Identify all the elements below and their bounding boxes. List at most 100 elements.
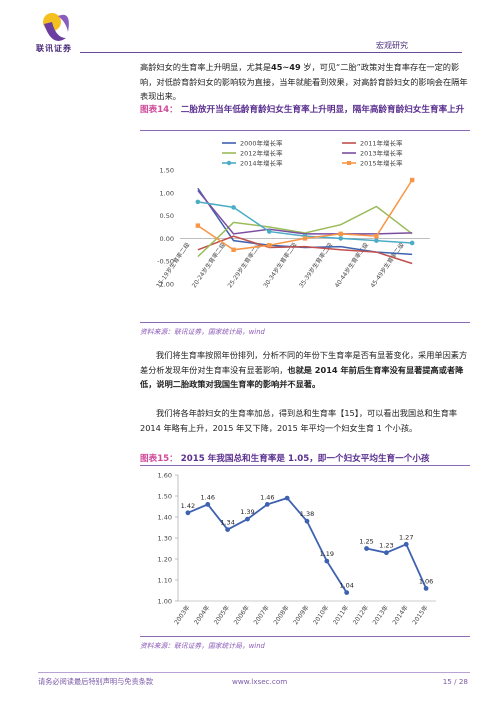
intro-paragraph: 高龄妇女的生育率上升明显，尤其是45~49 岁，可见“二胎”政策对生育率存在一定… — [140, 60, 470, 104]
data-point — [266, 229, 272, 234]
y-tick-label: 1.20 — [158, 556, 172, 564]
figure14-title: 图表14： 二胎放开当年低龄育龄妇女生育率上升明显，隔年高龄育龄妇女生育率上升 — [140, 104, 470, 117]
chart14-age-growth-lines: 2000年增长率 2011年增长率 2012年增长率 2013年增长率 2014年增长率… — [154, 139, 430, 289]
intro-paragraph-run: 45~49 — [271, 62, 301, 72]
data-point — [245, 516, 250, 522]
x-tick-label: 2012年 — [351, 604, 370, 627]
data-point — [225, 527, 231, 532]
data-point — [409, 177, 415, 183]
legend-marker — [226, 160, 232, 166]
data-label: 1.25 — [359, 538, 373, 546]
data-point — [185, 510, 191, 516]
legend-label: 2014年增长率 — [240, 159, 283, 168]
y-tick-label: -0.50 — [157, 258, 174, 266]
figure14-label: 图表14： — [140, 105, 178, 115]
x-tick-label: 45-49岁生育率二级 — [369, 241, 406, 289]
data-point — [267, 243, 272, 248]
data-point — [423, 586, 429, 591]
footer-url[interactable]: www.lxsec.com — [232, 677, 288, 686]
x-tick-label: 2004年 — [192, 604, 211, 627]
x-tick-label: 2007年 — [252, 604, 271, 627]
body-paragraph-1: 我们将生育率按照年份排列，分析不同的年份下生育率是否有显著变化，采用单因素方差分… — [140, 348, 470, 392]
legend-label: 2012年增长率 — [240, 149, 283, 158]
data-point — [374, 238, 379, 243]
y-tick-label: 1.60 — [158, 472, 172, 480]
x-tick-label: 30-34岁生育率二级 — [261, 241, 298, 289]
x-tick-label: 2006年 — [232, 604, 251, 627]
body-paragraph-1-run: 我们将生育率按照年份排列，分析不同的年份下生育率是否有显著变化，采用单因素方差分… — [140, 350, 468, 375]
company-logo — [43, 13, 69, 41]
y-tick-label: 1.50 — [158, 493, 172, 501]
x-tick-label: 2014年 — [391, 604, 410, 627]
data-point — [195, 199, 201, 205]
figure15-source: 资料来源：联讯证券，国家统计局，wind — [140, 642, 265, 650]
legend-label: 2015年增长率 — [360, 159, 403, 168]
intro-paragraph-run: 高龄妇女的生育率上升明显，尤其是 — [140, 62, 272, 72]
x-tick-label: 2008年 — [272, 604, 291, 627]
data-point — [205, 502, 211, 507]
y-tick-label: 0.00 — [160, 235, 174, 243]
data-point — [284, 495, 290, 501]
x-tick-label: 2015年 — [411, 604, 430, 627]
figure14-source: 资料来源：联讯证券，国家统计局，wind — [140, 328, 265, 336]
body-paragraph-2: 我们将各年龄妇女的生育率加总，得到总和生育率【15】，可以看出我国总和生育率 2… — [140, 406, 470, 435]
data-label: 1.42 — [181, 502, 195, 510]
data-point — [324, 558, 330, 564]
footer-page-number: 15 / 28 — [442, 677, 468, 686]
y-tick-label: 1.30 — [158, 535, 172, 543]
figure14-bottom-rule — [140, 322, 470, 323]
data-point — [231, 205, 236, 210]
legend-marker — [347, 161, 351, 165]
data-point — [195, 223, 201, 228]
legend-label: 2000年增长率 — [240, 139, 283, 148]
x-tick-label: 20-24岁生育率二级 — [190, 241, 227, 289]
data-label: 1.23 — [379, 542, 393, 550]
data-point — [409, 240, 415, 246]
intro-paragraph-run: 岁，可见“二胎”政策对生育率存在一定的影响，对低龄育龄妇女的影响较为直接，当年就… — [140, 62, 468, 101]
figure15-title-text: 2015 年我国总和生育率是 1.05，即一个妇女平均生育一个小孩 — [180, 454, 430, 464]
data-label: 1.39 — [240, 508, 254, 516]
data-point — [264, 502, 270, 507]
series-line-1 — [197, 187, 413, 256]
body-paragraph-1-run: 也就是 2014 年前后生育率没有显著提高或者降低，说明二胎政策对我国生育率的影… — [140, 364, 464, 390]
series-line-4 — [197, 190, 413, 235]
data-label: 1.04 — [339, 582, 353, 590]
footer-rule — [38, 672, 470, 673]
data-label: 1.46 — [201, 493, 215, 501]
data-point — [344, 590, 350, 595]
data-label: 1.19 — [320, 550, 334, 558]
y-tick-label: 1.00 — [160, 189, 174, 197]
figure14-title-text: 二胎放开当年低龄育龄妇女生育率上升明显，隔年高龄育龄妇女生育率上升 — [180, 105, 465, 115]
data-label: 1.38 — [300, 510, 314, 518]
figure15-label: 图表15： — [140, 454, 178, 464]
section-title: 宏观研究 — [376, 41, 408, 50]
data-point — [383, 550, 389, 556]
data-point — [338, 236, 344, 241]
data-point — [403, 541, 409, 547]
x-tick-label: 2009年 — [292, 604, 311, 627]
series-line-segment-1 — [187, 497, 348, 594]
series-line-2 — [197, 235, 413, 265]
data-point — [338, 231, 343, 237]
data-label: 1.34 — [220, 519, 234, 527]
data-point — [302, 236, 308, 241]
data-point — [374, 233, 379, 239]
y-tick-label: -1.00 — [157, 281, 174, 289]
logo-text: 联讯证券 — [36, 44, 72, 53]
header-rule — [80, 52, 462, 53]
data-point — [231, 247, 236, 252]
x-tick-label: 2005年 — [212, 604, 231, 627]
body-paragraph-2-run: 我们将各年龄妇女的生育率加总，得到总和生育率【15】，可以看出我国总和生育率 2… — [140, 408, 458, 433]
figure15-top-rule — [140, 465, 470, 466]
legend-label: 2013年增长率 — [360, 149, 403, 158]
data-label: 1.46 — [260, 493, 274, 501]
x-tick-label: 2013年 — [371, 604, 390, 627]
series-line-segment-2 — [366, 543, 427, 589]
legend-label: 2011年增长率 — [360, 139, 403, 148]
figure15-title: 图表15： 2015 年我国总和生育率是 1.05，即一个妇女平均生育一个小孩 — [140, 452, 470, 464]
footer-disclaimer[interactable]: 请务必阅读最后特别声明与免责条款 — [38, 677, 154, 686]
y-tick-label: 1.50 — [160, 167, 174, 175]
x-tick-label: 2003年 — [172, 604, 191, 627]
y-tick-label: 0.50 — [160, 212, 174, 220]
